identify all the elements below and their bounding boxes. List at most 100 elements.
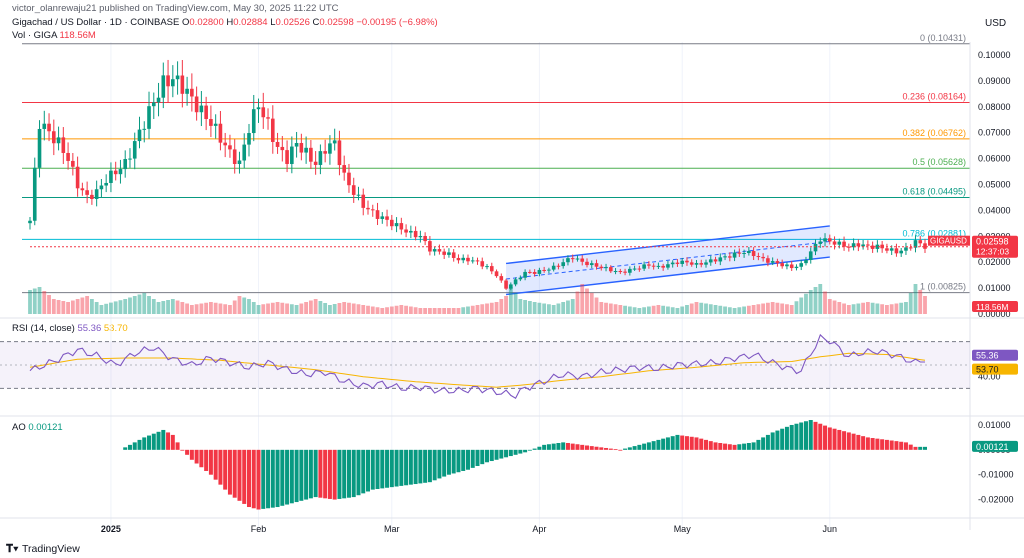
- volume-bar: [232, 300, 237, 314]
- ao-bar: [565, 443, 570, 450]
- ao-axis-tick-label: -0.01000: [978, 470, 1014, 480]
- volume-bar: [132, 296, 137, 314]
- ao-bar: [708, 441, 713, 450]
- ao-legend-value: 0.00121: [28, 422, 63, 433]
- ao-bar: [256, 449, 261, 510]
- volume-bar: [513, 293, 518, 314]
- ao-bar: [599, 447, 604, 450]
- ao-bar: [761, 437, 766, 450]
- candle-body: [56, 137, 61, 144]
- ao-bar: [166, 432, 171, 450]
- candle-body: [532, 271, 537, 274]
- candle-body: [461, 257, 466, 261]
- candle-body: [628, 268, 632, 273]
- volume-bar: [537, 302, 542, 314]
- volume-bar: [589, 293, 594, 314]
- volume-bar: [642, 307, 647, 314]
- candle-body: [385, 216, 389, 220]
- ao-bar: [799, 422, 804, 450]
- ao-bar: [837, 429, 842, 450]
- volume-bar: [423, 308, 428, 314]
- candle-body: [827, 238, 832, 242]
- last-price-countdown: 12:37:03: [976, 247, 1009, 257]
- volume-bar: [785, 304, 789, 314]
- volume-bar: [732, 308, 737, 314]
- candle-body: [428, 241, 432, 252]
- symbol-tag-bg: [928, 235, 970, 246]
- ao-bar: [742, 443, 747, 450]
- ao-bar: [808, 420, 813, 450]
- volume-bar: [99, 305, 104, 314]
- ao-legend: AO 0.00121: [12, 422, 63, 433]
- ao-value-tag: 0.00121: [976, 442, 1009, 452]
- volume-bar: [323, 303, 328, 314]
- ao-bar: [223, 449, 228, 490]
- ao-bar: [727, 444, 732, 450]
- ao-bar: [494, 449, 499, 460]
- volume-bar: [280, 302, 285, 314]
- volume-bar: [718, 305, 723, 314]
- candle-body: [237, 160, 242, 165]
- volume-bar: [404, 305, 408, 314]
- volume-bar: [242, 297, 247, 314]
- candle-body: [456, 257, 461, 261]
- volume-bar: [646, 306, 651, 314]
- volume-bar: [75, 299, 80, 314]
- volume-bar: [618, 305, 623, 314]
- candle-body: [151, 102, 156, 107]
- volume-bar: [51, 299, 56, 314]
- ao-bar: [527, 449, 532, 451]
- ao-bar: [266, 449, 271, 509]
- candle-body: [870, 245, 875, 249]
- volume-bar: [375, 307, 380, 314]
- ao-bar: [923, 446, 927, 450]
- candle-body: [480, 261, 485, 267]
- ao-bar: [385, 449, 390, 488]
- volume-bar: [756, 304, 761, 314]
- ao-bar: [518, 449, 523, 454]
- candle-body: [575, 258, 580, 260]
- volume-bar: [394, 305, 399, 314]
- candle-body: [694, 263, 699, 265]
- tradingview-brand[interactable]: TradingView: [22, 543, 80, 555]
- volume-bar: [508, 287, 513, 314]
- volume-bar: [551, 305, 556, 314]
- volume-bar: [89, 299, 94, 314]
- volume-bar: [161, 301, 166, 314]
- ao-bar: [537, 446, 542, 450]
- volume-tag-value: 118.56M: [976, 302, 1008, 312]
- volume-bar: [656, 305, 661, 314]
- ao-bar: [323, 449, 328, 499]
- candle-body: [685, 260, 689, 263]
- ohlc-c-label: C: [312, 17, 320, 28]
- ao-bar: [242, 449, 247, 504]
- volume-bar: [889, 304, 894, 314]
- candle-body: [785, 264, 789, 267]
- ao-bar: [832, 428, 837, 450]
- candle-body: [551, 265, 556, 270]
- ao-bar: [204, 449, 209, 471]
- candle-body: [404, 229, 408, 233]
- candle-body: [47, 123, 51, 132]
- ao-bar: [418, 449, 423, 484]
- ao-bar: [485, 449, 490, 463]
- candle-body: [275, 141, 280, 147]
- ao-bar: [637, 444, 642, 450]
- ao-bar: [366, 449, 371, 492]
- fib-level-label: 0.786 (0.02881): [902, 228, 966, 238]
- volume-bar: [789, 305, 794, 314]
- candle-body: [794, 266, 799, 269]
- ao-bar: [208, 449, 213, 475]
- ohlc-c-value: 0.02598: [319, 17, 354, 28]
- volume-bar: [251, 302, 256, 314]
- ao-bar: [784, 426, 789, 450]
- ao-bar: [342, 449, 347, 499]
- ao-bar: [794, 423, 799, 450]
- volume-bar: [332, 304, 337, 314]
- candle-body: [142, 128, 147, 130]
- ao-bar: [194, 449, 199, 464]
- volume-bar: [61, 301, 66, 314]
- ao-bar: [589, 446, 594, 450]
- candle-body: [751, 251, 756, 257]
